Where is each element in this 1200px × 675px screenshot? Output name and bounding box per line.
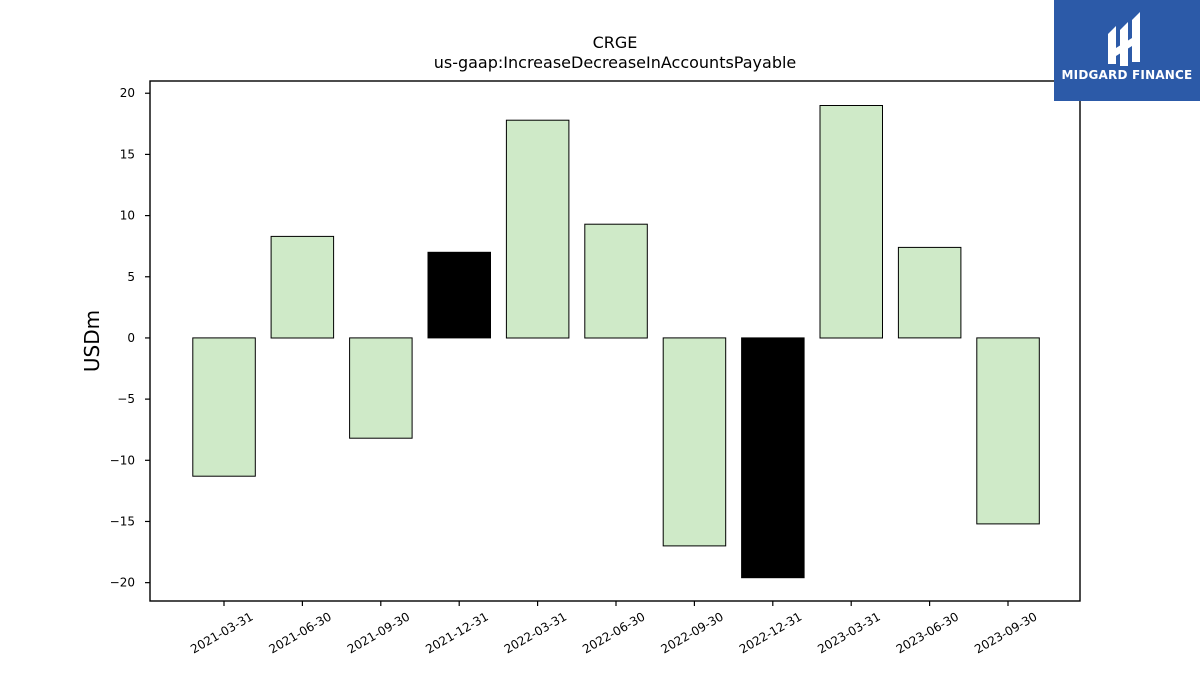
chart-subtitle: us-gaap:IncreaseDecreaseInAccountsPayabl… <box>434 53 797 72</box>
midgard-finance-logo: MIDGARD FINANCE <box>1054 0 1200 101</box>
bar-2022-06-30 <box>584 223 648 339</box>
bars-group <box>192 105 1040 579</box>
y-tick-label: −15 <box>110 514 135 528</box>
y-tick-label: 10 <box>120 209 135 223</box>
bar-2021-09-30 <box>349 337 413 439</box>
y-tick-label: 20 <box>120 86 135 100</box>
y-tick-label: −5 <box>117 392 135 406</box>
plot-frame <box>149 80 1081 602</box>
bar-2022-12-31 <box>741 337 805 579</box>
x-tick-label: 2023-09-30 <box>972 609 1039 656</box>
y-tick-label: −20 <box>110 576 135 590</box>
bar-2021-03-31 <box>192 337 256 477</box>
bar-2021-12-31 <box>427 251 491 339</box>
x-tick-label: 2022-03-31 <box>502 609 569 656</box>
x-tick-label: 2023-06-30 <box>894 609 961 656</box>
y-tick-label: 5 <box>127 270 135 284</box>
bar-2021-06-30 <box>270 235 335 339</box>
x-tick-label: 2022-09-30 <box>658 609 725 656</box>
x-tick-label: 2023-03-31 <box>815 609 882 656</box>
x-tick-label: 2021-12-31 <box>423 609 490 656</box>
x-tick-label: 2022-06-30 <box>580 609 647 656</box>
y-tick-label: −10 <box>110 453 135 467</box>
y-axis-label: USDm <box>80 310 104 372</box>
logo-text: MIDGARD FINANCE <box>1061 68 1193 82</box>
x-tick-label: 2021-06-30 <box>266 609 333 656</box>
chart-title: CRGE <box>593 33 638 52</box>
bar-2022-03-31 <box>505 119 570 339</box>
x-axis: 2021-03-31 2021-06-30 2021-09-30 2021-12-31… <box>188 601 1040 656</box>
x-tick-label: 2021-09-30 <box>345 609 412 656</box>
y-tick-label: 0 <box>127 331 135 345</box>
bar-2023-03-31 <box>819 105 883 339</box>
x-tick-label: 2022-12-31 <box>737 609 804 656</box>
y-axis: −20 −15 −10 −5 0 5 10 15 20 <box>110 86 150 590</box>
midgard-logo-icon <box>1108 12 1140 66</box>
bar-2023-06-30 <box>897 246 962 339</box>
x-tick-label: 2021-03-31 <box>188 609 255 656</box>
bar-2022-09-30 <box>662 337 727 547</box>
y-tick-label: 15 <box>120 147 135 161</box>
bar-2023-09-30 <box>976 337 1040 525</box>
